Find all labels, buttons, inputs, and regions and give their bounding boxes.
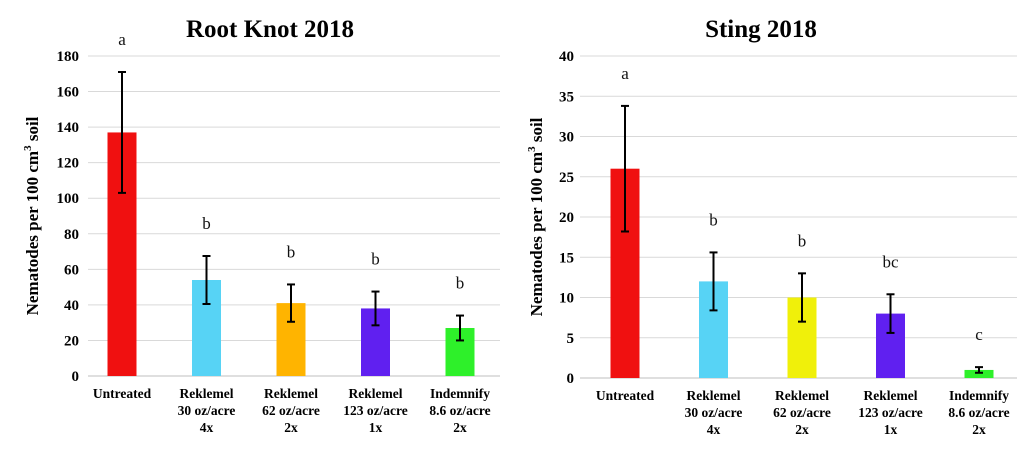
sting-y-tick-label: 40 [559, 49, 574, 65]
sting-y-tick-label: 10 [559, 291, 574, 307]
sting-category-label: 1x [884, 422, 898, 437]
root-knot-y-tick-label: 120 [57, 156, 80, 172]
sting-significance-letter: bc [882, 252, 899, 271]
root-knot-category-label: 62 oz/acre [262, 403, 320, 418]
sting-category-label: Untreated [596, 388, 655, 403]
sting-y-tick-label: 15 [559, 250, 574, 266]
root-knot-y-tick-label: 20 [64, 333, 79, 349]
root-knot-chart: Root Knot 2018 0 20 40 60 80 100 120 140 160 180 Ne… [22, 16, 500, 435]
root-knot-significance-letter: b [456, 274, 465, 293]
root-knot-y-tick-label: 180 [57, 49, 80, 65]
sting-chart-title: Sting 2018 [705, 16, 817, 43]
root-knot-category-label: Untreated [93, 386, 152, 401]
root-knot-significance-letter: b [202, 214, 211, 233]
root-knot-y-axis-label: Nematodes per 100 cm3 soil [22, 116, 42, 315]
sting-significance-letter: b [709, 210, 718, 229]
sting-y-tick-label: 20 [559, 210, 574, 226]
sting-category-label: 123 oz/acre [858, 405, 923, 420]
root-knot-significance-letter: b [287, 242, 296, 261]
root-knot-category-label: 30 oz/acre [178, 403, 236, 418]
root-knot-chart-title: Root Knot 2018 [186, 16, 354, 43]
sting-category-label: Reklemel [775, 388, 829, 403]
sting-chart: Sting 2018 0 5 10 15 20 25 30 35 40 Nematodes per … [512, 0, 1024, 455]
sting-significance-letter: c [975, 325, 983, 344]
sting-y-tick-label: 35 [559, 89, 574, 105]
root-knot-category-label: 8.6 oz/acre [429, 403, 490, 418]
root-knot-category-label: Reklemel [180, 386, 234, 401]
sting-chart-svg: Sting 2018 0 5 10 15 20 25 30 35 40 Nematodes per … [526, 16, 1017, 437]
root-knot-y-tick-label: 140 [57, 120, 80, 136]
root-knot-category-label: 1x [369, 420, 383, 435]
root-knot-category-label: Indemnify [430, 386, 490, 401]
sting-category-label: 2x [972, 422, 986, 437]
root-knot-y-tick-label: 160 [57, 85, 80, 101]
sting-category-label: 8.6 oz/acre [948, 405, 1009, 420]
root-knot-significance-letter: a [118, 30, 126, 49]
sting-category-label: Indemnify [949, 388, 1009, 403]
root-knot-y-tick-label: 0 [72, 369, 80, 385]
root-knot-y-tick-label: 40 [64, 298, 79, 314]
sting-category-label: 62 oz/acre [773, 405, 831, 420]
root-knot-significance-letter: b [371, 250, 380, 269]
sting-category-label: 30 oz/acre [685, 405, 743, 420]
sting-category-label: 2x [795, 422, 809, 437]
root-knot-category-label: 123 oz/acre [343, 403, 408, 418]
sting-bar [964, 369, 994, 378]
sting-y-tick-label: 25 [559, 170, 574, 186]
sting-significance-letter: b [798, 231, 807, 250]
root-knot-category-label: 4x [200, 420, 214, 435]
root-knot-y-tick-label: 80 [64, 227, 79, 243]
root-knot-category-label: Reklemel [349, 386, 403, 401]
sting-y-tick-label: 5 [567, 331, 575, 347]
root-knot-y-tick-label: 60 [64, 262, 79, 278]
root-knot-category-label: 2x [453, 420, 467, 435]
root-knot-category-label: 2x [284, 420, 298, 435]
sting-significance-letter: a [621, 64, 629, 83]
sting-y-tick-label: 0 [567, 371, 575, 387]
sting-y-tick-label: 30 [559, 130, 574, 146]
sting-category-label: Reklemel [864, 388, 918, 403]
root-knot-chart-svg: Root Knot 2018 0 20 40 60 80 100 120 140 160 180 Ne… [22, 16, 500, 435]
sting-category-label: 4x [707, 422, 721, 437]
sting-category-label: Reklemel [687, 388, 741, 403]
root-knot-category-label: Reklemel [264, 386, 318, 401]
root-knot-y-tick-label: 100 [57, 191, 80, 207]
sting-y-axis-label: Nematodes per 100 cm3 soil [526, 117, 546, 316]
